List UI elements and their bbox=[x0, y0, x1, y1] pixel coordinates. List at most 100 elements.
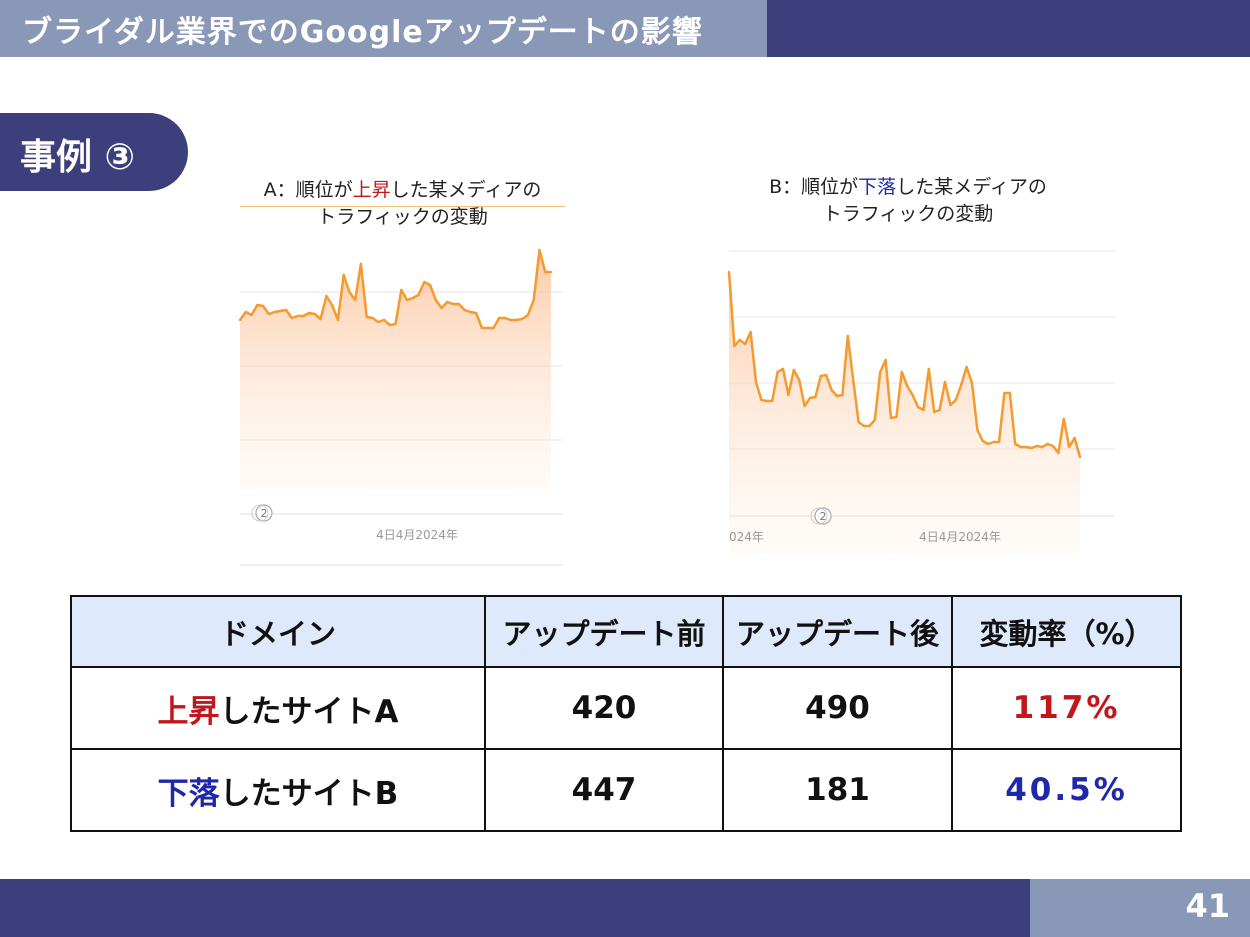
data-point bbox=[954, 398, 957, 402]
data-point bbox=[244, 310, 247, 314]
data-point bbox=[273, 310, 276, 314]
data-point bbox=[879, 370, 882, 374]
domain-rest: したサイトA bbox=[219, 693, 399, 730]
data-point bbox=[830, 388, 833, 392]
data-point bbox=[359, 262, 363, 266]
domain-rest: したサイトB bbox=[219, 775, 399, 812]
chart-b-title-line2: トラフィックの変動 bbox=[822, 203, 994, 225]
data-point bbox=[873, 418, 876, 422]
data-point bbox=[760, 398, 763, 402]
data-point bbox=[463, 308, 466, 312]
domain-cell: 上昇したサイトA bbox=[70, 666, 486, 750]
before-cell: 420 bbox=[484, 666, 724, 750]
data-point bbox=[544, 270, 547, 274]
chart-a-title-underline bbox=[240, 206, 565, 207]
comparison-table: ドメイン アップデート前 アップデート後 変動率（%） 上昇したサイトA 420… bbox=[70, 595, 1182, 832]
data-point bbox=[1041, 445, 1044, 449]
data-point bbox=[411, 296, 414, 300]
data-point bbox=[852, 378, 855, 382]
data-point bbox=[1035, 444, 1039, 448]
data-point bbox=[911, 393, 914, 397]
data-point bbox=[388, 323, 391, 327]
data-point bbox=[451, 302, 455, 306]
data-point bbox=[771, 399, 774, 403]
data-point bbox=[819, 374, 822, 378]
chart-a: 2 4日4月2024年 bbox=[238, 248, 563, 566]
data-point bbox=[916, 405, 920, 409]
data-point bbox=[960, 383, 963, 387]
data-point bbox=[895, 415, 898, 419]
data-point bbox=[938, 408, 941, 412]
table-row: 下落したサイトB 447 181 40.5% bbox=[70, 748, 1182, 832]
data-point bbox=[776, 370, 779, 374]
data-point bbox=[808, 396, 812, 400]
data-point bbox=[792, 368, 795, 372]
data-point bbox=[981, 439, 984, 443]
data-point bbox=[486, 326, 489, 330]
data-point bbox=[1003, 391, 1006, 395]
data-point bbox=[862, 424, 866, 428]
after-cell: 181 bbox=[722, 748, 953, 832]
data-point bbox=[290, 316, 293, 320]
data-point bbox=[457, 302, 461, 306]
data-point bbox=[428, 283, 432, 287]
data-point bbox=[365, 315, 368, 319]
data-point bbox=[521, 317, 524, 321]
footer-bar-right: 41 bbox=[1030, 879, 1250, 937]
chart-b-x-tick-left: 024年 bbox=[729, 530, 764, 544]
data-point bbox=[238, 318, 242, 322]
case-label: 事例 ③ bbox=[20, 137, 136, 178]
data-point bbox=[1024, 445, 1028, 449]
domain-highlight: 上昇 bbox=[157, 693, 220, 730]
domain-cell: 下落したサイトB bbox=[70, 748, 486, 832]
data-point bbox=[354, 298, 357, 302]
data-point bbox=[394, 322, 397, 326]
data-point bbox=[744, 342, 747, 346]
chart-a-x-tick: 4日4月2024年 bbox=[376, 528, 458, 542]
data-point bbox=[976, 428, 979, 432]
data-point bbox=[1014, 442, 1017, 446]
data-point bbox=[749, 330, 752, 334]
chart-a-title-part3: した某メディアの bbox=[390, 179, 542, 201]
data-point bbox=[302, 314, 305, 318]
data-point bbox=[927, 367, 930, 371]
data-point bbox=[1057, 451, 1060, 455]
data-point bbox=[434, 298, 437, 302]
data-point bbox=[803, 404, 806, 408]
data-point bbox=[1051, 444, 1055, 448]
data-point bbox=[868, 424, 871, 428]
data-point bbox=[498, 316, 501, 320]
data-point bbox=[1019, 445, 1022, 449]
data-point bbox=[987, 442, 990, 446]
data-point bbox=[307, 311, 311, 315]
chart-b-x-tick: 4日4月2024年 bbox=[919, 530, 1001, 544]
data-point bbox=[970, 381, 974, 385]
data-point bbox=[727, 270, 731, 274]
header-before: アップデート前 bbox=[484, 595, 724, 668]
data-point bbox=[549, 270, 553, 274]
data-point bbox=[997, 440, 1001, 444]
data-point bbox=[423, 280, 426, 284]
data-point bbox=[922, 408, 925, 412]
data-point bbox=[400, 288, 403, 292]
data-point bbox=[509, 318, 512, 322]
data-point bbox=[1046, 442, 1049, 446]
chart-b: 2 024年 4日4月2024年 bbox=[727, 250, 1115, 555]
header-after: アップデート後 bbox=[722, 595, 953, 668]
chart-a-title-part1: A：順位が bbox=[263, 179, 353, 201]
data-point bbox=[284, 308, 288, 312]
data-point bbox=[1008, 391, 1011, 395]
data-point bbox=[1062, 417, 1066, 421]
chart-a-title-highlight: 上昇 bbox=[352, 179, 391, 201]
data-point bbox=[480, 326, 484, 330]
data-point bbox=[377, 320, 380, 324]
data-point bbox=[841, 393, 844, 397]
data-point bbox=[857, 420, 860, 424]
data-point bbox=[325, 294, 328, 298]
chart-b-area bbox=[729, 272, 1080, 555]
data-point bbox=[889, 416, 893, 420]
header-bar-right bbox=[767, 0, 1250, 57]
header-rate: 変動率（%） bbox=[951, 595, 1182, 668]
before-cell: 447 bbox=[484, 748, 724, 832]
header-domain: ドメイン bbox=[70, 595, 486, 668]
